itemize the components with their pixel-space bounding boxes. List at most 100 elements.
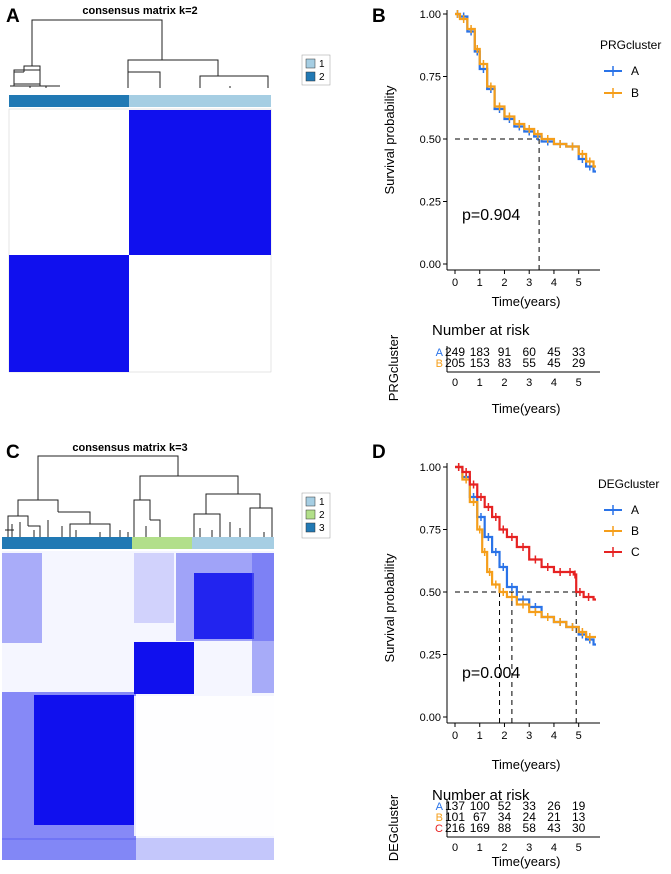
panel-d-risk-xtick-label: 0 [452,842,458,854]
panel-d-risk-count: 24 [523,810,537,824]
panel-b-xtick-label: 4 [551,277,557,289]
panel-b-risk-cells: A 249 183 91 60 45 33B 205 153 83 55 45 290 1 2 3 4 5 [436,345,600,389]
panel-d-risk-xtick-label: 2 [501,842,507,854]
panel-b-ylabel: Survival probability [382,85,397,195]
panel-d-legend-a: A [631,503,639,517]
panel-d-risk-table: Number at risk DEGcluster A 137 100 52 33 26 1… [386,787,600,869]
panel-b-ytick-label: 0.50 [420,134,441,146]
panel-b-risk-count: 45 [547,356,561,370]
panel-b-xlabel: Time(years) [492,294,561,309]
panel-b-risk-count: 205 [445,356,465,370]
panel-c-cluster-bar-3 [2,537,132,549]
panel-b-pvalue: p=0.904 [462,207,520,224]
panel-c-legend-label-2: 2 [319,510,325,521]
panel-d-xlabel: Time(years) [492,757,561,772]
panel-d-risk-count: 100 [470,799,490,813]
panel-a-legend-swatch-2 [305,71,316,82]
panel-d-xtick-label: 1 [477,730,483,742]
panel-c-dendrogram [5,455,273,538]
panel-d-risk-count: 30 [572,821,586,835]
panel-d-ytick-label: 0.25 [420,650,441,662]
panel-b-risk-xtick-label: 3 [526,377,532,389]
panel-c-block-cluster-1 [194,573,254,639]
panel-b-risk-table: Number at risk PRGcluster A 249 183 91 60 45 3… [386,322,600,416]
panel-b-risk-ylabel: PRGcluster [386,334,401,401]
panel-c-title: consensus matrix k=3 [72,442,187,454]
panel-b-risk-count: 33 [572,345,586,359]
panel-d-curve-c [455,465,596,601]
panel-b-legend-b: B [631,86,639,100]
panel-b-xtick-label: 5 [576,277,582,289]
panel-d-curve-b [455,465,596,639]
panel-b-risk-count: 45 [547,345,561,359]
panel-a-title: consensus matrix k=2 [82,5,197,17]
panel-d-risk-cells: A 137 100 52 33 26 19B 101 67 34 24 21 13C 216 169 88 58… [435,799,600,854]
panel-c-matrix [2,551,274,860]
panel-a-legend-label-1: 1 [319,59,325,70]
panel-d-risk-count: 169 [470,821,490,835]
panel-c-legend-label-3: 3 [319,523,325,534]
panel-d-risk-count: 26 [547,799,561,813]
panel-b-risk-xlabel: Time(years) [492,401,561,416]
panel-b-risk-count: 60 [523,345,537,359]
panel-a-cluster-bar-2 [9,95,129,107]
panel-b-plot: 0.00 0.25 0.50 0.75 1.00 0 1 2 3 4 5 [420,9,600,289]
panel-c-cluster-bar-2 [132,537,192,549]
panel-d-xtick-label: 4 [551,730,557,742]
panel-c-letter: C [6,442,20,463]
panel-d-legend-b: B [631,524,639,538]
panel-c-cluster-bar-1 [192,537,274,549]
panel-a-legend-label-2: 2 [319,72,325,83]
panel-d-risk-ylabel: DEGcluster [386,794,401,861]
panel-c-legend-swatch-3 [305,522,316,533]
panel-b-risk-row-label: B [436,358,443,370]
panel-d-risk-title: Number at risk [432,787,530,804]
panel-d-risk-xtick-label: 4 [551,842,557,854]
panel-b-risk-xtick-label: 5 [576,377,582,389]
panel-d-plot: 0.00 0.25 0.50 0.75 1.00 0 1 2 3 4 5 [420,462,600,742]
panel-d-risk-count: 52 [498,799,512,813]
panel-d-risk-xlabel: Time(years) [492,854,561,869]
panel-b-risk-count: 249 [445,345,465,359]
panel-d-risk-count: 137 [445,799,465,813]
panel-b-legend-a: A [631,64,639,78]
panel-b-ytick-label: 0.00 [420,259,441,271]
panel-d-risk-xtick-label: 1 [477,842,483,854]
panel-d-risk-count: 21 [547,810,561,824]
panel-d-ylabel: Survival probability [382,553,397,663]
panel-d-risk-count: 43 [547,821,561,835]
panel-d-ytick-label: 1.00 [420,462,441,474]
panel-a: A consensus matrix k=2 1 2 [6,5,331,373]
panel-c-legend-label-1: 1 [319,497,325,508]
panel-b-letter: B [372,6,386,27]
panel-a-matrix [8,108,272,373]
panel-b-risk-xtick-label: 0 [452,377,458,389]
panel-b-xtick-label: 0 [452,277,458,289]
panel-b-curve-a [455,12,596,173]
panel-d-risk-xtick-label: 5 [576,842,582,854]
panel-d-risk-count: 216 [445,821,465,835]
panel-d-xtick-label: 5 [576,730,582,742]
panel-d-risk-count: 13 [572,810,586,824]
panel-b-risk-xtick-label: 1 [477,377,483,389]
panel-a-block-cluster-1 [129,110,271,255]
panel-b-legend: PRGcluster A B [600,38,661,100]
panel-a-dendrogram [10,19,269,88]
panel-b-risk-count: 91 [498,345,512,359]
panel-d-risk-row-label: C [435,823,443,835]
panel-a-letter: A [6,6,20,27]
panel-b-risk-title: Number at risk [432,322,530,339]
panel-b-risk-count: 29 [572,356,586,370]
panel-d-risk-row-label: A [436,801,444,813]
panel-b-xtick-label: 1 [477,277,483,289]
panel-d-xtick-label: 0 [452,730,458,742]
panel-d-ytick-label: 0.50 [420,587,441,599]
panel-d-ytick-label: 0.75 [420,525,441,537]
panel-b-risk-count: 55 [523,356,537,370]
panel-b-curve-b [455,12,596,168]
panel-c-legend-swatch-1 [305,496,316,507]
panel-b-ytick-label: 0.25 [420,197,441,209]
panel-b-risk-xtick-label: 2 [501,377,507,389]
panel-b: B Survival probability 0.00 0.25 0.50 0.75 1… [372,6,661,416]
